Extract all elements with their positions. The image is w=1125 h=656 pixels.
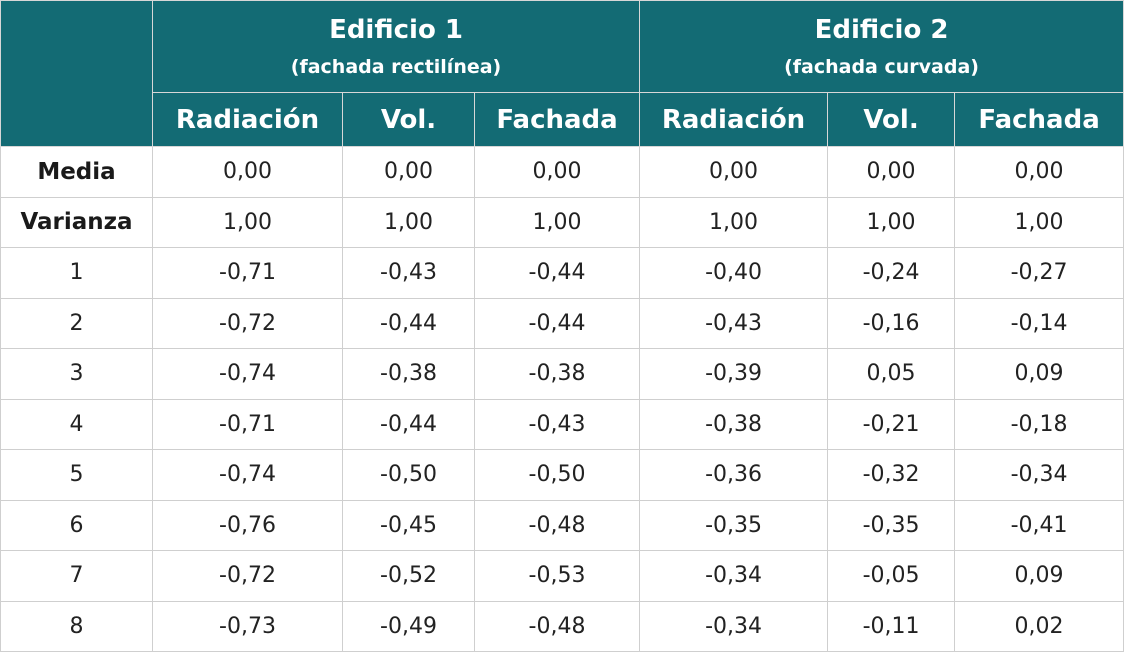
table-cell: -0,48 xyxy=(473,499,641,551)
table-cell: -0,24 xyxy=(827,247,956,299)
table-row: Varianza 1,00 1,00 1,00 1,00 1,00 1,00 xyxy=(0,196,1125,248)
table-row: 1 -0,71 -0,43 -0,44 -0,40 -0,24 -0,27 xyxy=(0,247,1125,299)
table-cell: 0,00 xyxy=(342,146,475,198)
group-header-edificio-2: Edificio 2 (fachada curvada) xyxy=(639,0,1125,93)
table-row: 2 -0,72 -0,44 -0,44 -0,43 -0,16 -0,14 xyxy=(0,297,1125,349)
table-cell: 0,00 xyxy=(152,146,343,198)
table-cell: -0,72 xyxy=(152,297,343,349)
table-cell: 0,02 xyxy=(954,600,1125,652)
table-cell: 1,00 xyxy=(954,196,1125,248)
column-header-fachada: Fachada xyxy=(473,92,641,147)
table-cell: -0,44 xyxy=(342,297,475,349)
table-cell: 1,00 xyxy=(342,196,475,248)
row-label: Varianza xyxy=(0,196,153,248)
table-cell: -0,76 xyxy=(152,499,343,551)
table-cell: -0,16 xyxy=(827,297,956,349)
table-cell: 0,00 xyxy=(827,146,956,198)
table-row: 4 -0,71 -0,44 -0,43 -0,38 -0,21 -0,18 xyxy=(0,398,1125,450)
table-cell: 1,00 xyxy=(152,196,343,248)
table-cell: -0,43 xyxy=(342,247,475,299)
table-cell: -0,38 xyxy=(639,398,829,450)
column-header-fachada: Fachada xyxy=(954,92,1125,147)
group-title: Edificio 1 xyxy=(329,14,463,45)
table-cell: -0,27 xyxy=(954,247,1125,299)
table-cell: -0,21 xyxy=(827,398,956,450)
table-cell: -0,44 xyxy=(473,247,641,299)
table-cell: -0,48 xyxy=(473,600,641,652)
row-label: 2 xyxy=(0,297,153,349)
table-cell: 0,05 xyxy=(827,348,956,400)
table-cell: -0,34 xyxy=(639,550,829,602)
group-subtitle: (fachada rectilínea) xyxy=(290,55,502,78)
table-cell: -0,38 xyxy=(473,348,641,400)
table-cell: -0,34 xyxy=(639,600,829,652)
table-cell: -0,36 xyxy=(639,449,829,501)
column-header-radiacion: Radiación xyxy=(152,92,343,147)
table-cell: 0,09 xyxy=(954,348,1125,400)
column-header-vol: Vol. xyxy=(827,92,956,147)
table-cell: -0,35 xyxy=(639,499,829,551)
table-cell: -0,41 xyxy=(954,499,1125,551)
row-label: 1 xyxy=(0,247,153,299)
table-cell: -0,71 xyxy=(152,247,343,299)
table-row: 8 -0,73 -0,49 -0,48 -0,34 -0,11 0,02 xyxy=(0,600,1125,652)
table-cell: -0,53 xyxy=(473,550,641,602)
group-subtitle: (fachada curvada) xyxy=(784,55,979,78)
row-label: 4 xyxy=(0,398,153,450)
table-cell: -0,11 xyxy=(827,600,956,652)
group-title: Edificio 2 xyxy=(814,14,949,45)
corner-cell xyxy=(0,0,153,147)
table-cell: -0,71 xyxy=(152,398,343,450)
table-row: Media 0,00 0,00 0,00 0,00 0,00 0,00 xyxy=(0,146,1125,198)
table-row: 5 -0,74 -0,50 -0,50 -0,36 -0,32 -0,34 xyxy=(0,449,1125,501)
row-label: 6 xyxy=(0,499,153,551)
table-cell: 0,00 xyxy=(639,146,829,198)
table-cell: -0,43 xyxy=(639,297,829,349)
table-cell: -0,34 xyxy=(954,449,1125,501)
table-row: 3 -0,74 -0,38 -0,38 -0,39 0,05 0,09 xyxy=(0,348,1125,400)
row-label: 5 xyxy=(0,449,153,501)
row-label: 8 xyxy=(0,600,153,652)
table-row: 6 -0,76 -0,45 -0,48 -0,35 -0,35 -0,41 xyxy=(0,499,1125,551)
table-cell: -0,35 xyxy=(827,499,956,551)
table-cell: -0,72 xyxy=(152,550,343,602)
table-cell: -0,39 xyxy=(639,348,829,400)
table-cell: -0,38 xyxy=(342,348,475,400)
table-cell: -0,40 xyxy=(639,247,829,299)
table-cell: 1,00 xyxy=(639,196,829,248)
table-cell: -0,32 xyxy=(827,449,956,501)
column-header-vol: Vol. xyxy=(342,92,475,147)
table-cell: -0,74 xyxy=(152,449,343,501)
column-header-radiacion: Radiación xyxy=(639,92,829,147)
table-cell: -0,73 xyxy=(152,600,343,652)
table-cell: -0,43 xyxy=(473,398,641,450)
table-cell: -0,44 xyxy=(342,398,475,450)
table-cell: -0,52 xyxy=(342,550,475,602)
table-body: Media 0,00 0,00 0,00 0,00 0,00 0,00 Vari… xyxy=(0,146,1125,652)
table-cell: -0,45 xyxy=(342,499,475,551)
row-label: Media xyxy=(0,146,153,198)
table-cell: -0,74 xyxy=(152,348,343,400)
table-row: 7 -0,72 -0,52 -0,53 -0,34 -0,05 0,09 xyxy=(0,550,1125,602)
table-cell: -0,05 xyxy=(827,550,956,602)
table-cell: -0,14 xyxy=(954,297,1125,349)
group-header-edificio-1: Edificio 1 (fachada rectilínea) xyxy=(151,0,641,93)
table-cell: -0,50 xyxy=(342,449,475,501)
table-cell: -0,18 xyxy=(954,398,1125,450)
table-cell: 1,00 xyxy=(827,196,956,248)
table-cell: 0,00 xyxy=(954,146,1125,198)
table-cell: 0,09 xyxy=(954,550,1125,602)
row-label: 7 xyxy=(0,550,153,602)
table-header: Edificio 1 (fachada rectilínea) Edificio… xyxy=(0,0,1125,147)
table-cell: 1,00 xyxy=(473,196,641,248)
row-label: 3 xyxy=(0,348,153,400)
table-cell: -0,49 xyxy=(342,600,475,652)
table-cell: -0,50 xyxy=(473,449,641,501)
subheader-row: Radiación Vol. Fachada Radiación Vol. Fa… xyxy=(1,92,1125,147)
header-group-row: Edificio 1 (fachada rectilínea) Edificio… xyxy=(0,0,1125,147)
table-cell: -0,44 xyxy=(473,297,641,349)
table-cell: 0,00 xyxy=(473,146,641,198)
